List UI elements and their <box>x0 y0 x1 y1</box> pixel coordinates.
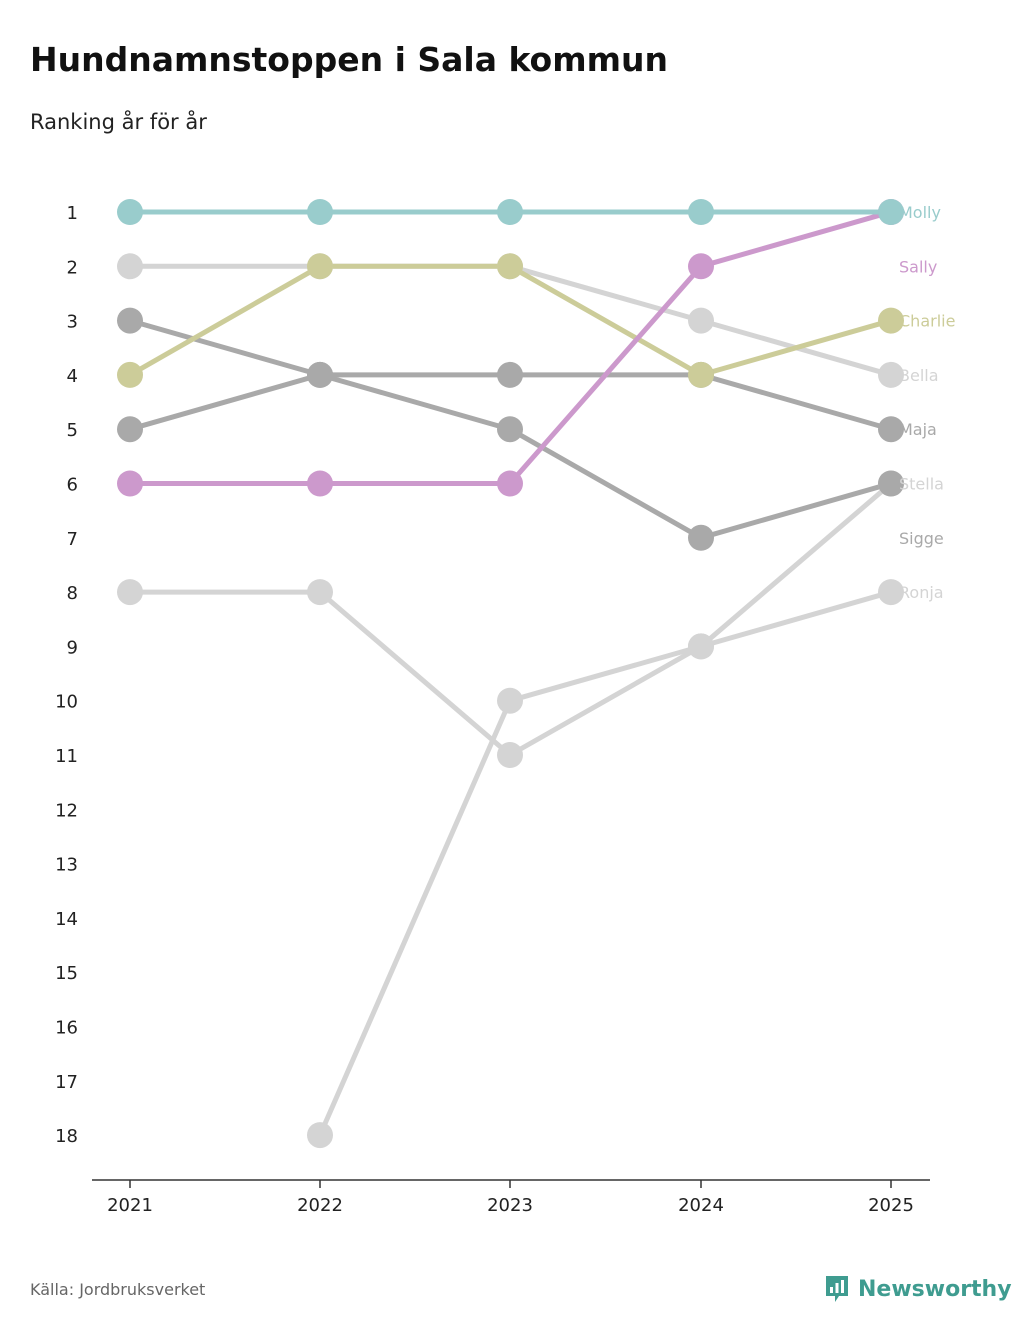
end-label-ronja: Ronja <box>899 583 944 602</box>
x-tick-label-2025: 2025 <box>868 1195 914 1216</box>
x-tick-label-2024: 2024 <box>678 1195 724 1216</box>
series-end-labels: Molly Sally Charlie Bella Maja Stella Sigge Ron… <box>899 203 955 602</box>
point-ronja-2025 <box>878 579 904 606</box>
point-maja-2021 <box>117 307 143 334</box>
x-tick-label-2022: 2022 <box>297 1195 343 1216</box>
x-tick-label-2021: 2021 <box>107 1195 153 1216</box>
y-tick-label-4: 4 <box>67 366 78 387</box>
y-tick-label-7: 7 <box>67 529 78 550</box>
point-molly-2021 <box>117 199 143 225</box>
point-maja-2023 <box>497 416 523 443</box>
point-charlie-2021 <box>117 361 143 388</box>
series-line-sally <box>130 209 892 486</box>
point-sigge-2025 <box>878 416 904 443</box>
y-tick-label-5: 5 <box>67 420 78 441</box>
point-ronja-2023 <box>497 742 523 768</box>
end-label-sally: Sally <box>899 257 937 276</box>
y-tick-label-13: 13 <box>55 855 78 876</box>
source-note: Källa: Jordbruksverket <box>30 1280 206 1299</box>
point-sigge-2021 <box>117 416 143 443</box>
point-bella-2025 <box>878 361 904 388</box>
y-tick-label-18: 18 <box>55 1126 78 1147</box>
series-line-bella <box>130 263 892 378</box>
point-charlie-2025 <box>878 307 904 334</box>
brand-name: Newsworthy <box>858 1276 1012 1302</box>
y-tick-label-6: 6 <box>67 475 78 496</box>
point-sigge-2023 <box>497 361 523 388</box>
point-molly-2025 <box>878 199 904 225</box>
end-label-stella: Stella <box>899 475 944 494</box>
series-lines <box>128 209 893 1137</box>
y-tick-label-10: 10 <box>55 692 78 713</box>
point-ronja-2021 <box>117 579 143 606</box>
point-sally-2024 <box>688 253 714 280</box>
point-charlie-2023 <box>497 253 523 280</box>
series-points <box>117 199 904 1149</box>
end-label-maja: Maja <box>899 420 937 439</box>
point-sally-2021 <box>117 470 143 497</box>
end-label-charlie: Charlie <box>899 312 955 331</box>
point-sigge-2022 <box>307 361 333 388</box>
end-label-sigge: Sigge <box>899 529 944 548</box>
point-charlie-2024 <box>688 361 714 388</box>
y-tick-label-3: 3 <box>67 312 78 333</box>
y-tick-label-1: 1 <box>67 203 78 224</box>
point-molly-2022 <box>307 199 333 225</box>
point-ronja-2022 <box>307 579 333 606</box>
series-line-ronja <box>130 589 892 758</box>
y-tick-label-8: 8 <box>67 583 78 604</box>
point-sally-2023 <box>497 470 523 497</box>
x-tick-label-2023: 2023 <box>487 1195 533 1216</box>
point-stella-2022 <box>307 1122 333 1149</box>
y-tick-label-17: 17 <box>55 1072 78 1093</box>
y-tick-label-16: 16 <box>55 1018 78 1039</box>
point-bella-2021 <box>117 253 143 280</box>
end-label-molly: Molly <box>899 203 941 222</box>
y-tick-label-9: 9 <box>67 637 78 658</box>
point-bella-2024 <box>688 307 714 334</box>
point-stella-2023 <box>497 687 523 714</box>
point-charlie-2022 <box>307 253 333 280</box>
point-stella-2024 <box>688 633 714 660</box>
chart-title: Hundnamnstoppen i Sala kommun <box>30 40 668 79</box>
y-tick-label-11: 11 <box>55 746 78 767</box>
point-maja-2024 <box>688 524 714 551</box>
chart-subtitle: Ranking år för år <box>30 110 207 134</box>
brand-logo: Newsworthy <box>824 1274 1012 1304</box>
newsworthy-logo-icon <box>826 1276 848 1302</box>
point-maja-2025 <box>878 470 904 497</box>
series-line-stella <box>317 481 893 1137</box>
y-tick-label-15: 15 <box>55 963 78 984</box>
x-axis-ticks: 2021 2022 2023 2024 2025 <box>107 1180 914 1216</box>
y-tick-label-2: 2 <box>67 257 78 278</box>
y-tick-label-12: 12 <box>55 800 78 821</box>
end-label-bella: Bella <box>899 366 939 385</box>
point-molly-2023 <box>497 199 523 225</box>
y-tick-label-14: 14 <box>55 909 78 930</box>
point-sally-2022 <box>307 470 333 497</box>
series-line-charlie <box>128 263 892 378</box>
point-molly-2024 <box>688 199 714 225</box>
